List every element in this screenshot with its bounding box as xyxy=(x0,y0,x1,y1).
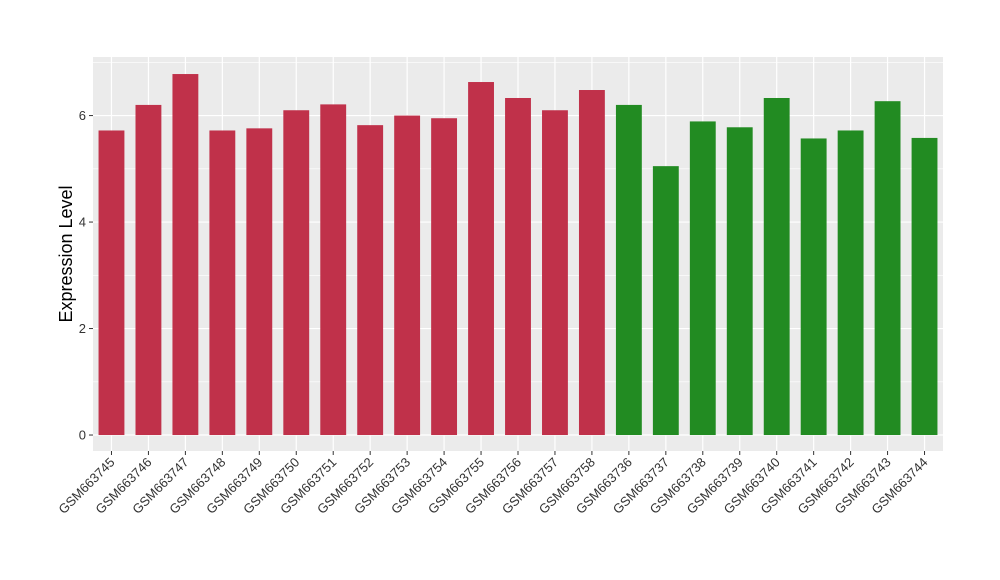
bar xyxy=(726,127,753,436)
bar xyxy=(837,130,864,436)
y-tick-label: 6 xyxy=(79,108,86,123)
bar xyxy=(874,101,901,436)
y-tick-label: 4 xyxy=(79,215,86,230)
bar xyxy=(172,74,199,436)
y-axis: 0 2 4 6 xyxy=(79,108,93,443)
bar xyxy=(505,97,531,436)
bar xyxy=(394,115,421,436)
y-tick-label: 0 xyxy=(79,428,86,443)
bar xyxy=(615,104,642,436)
bar xyxy=(689,121,716,436)
bar xyxy=(357,125,384,436)
bar xyxy=(98,130,125,436)
bar xyxy=(135,104,162,436)
y-axis-title: Expression Level xyxy=(56,185,76,322)
bar xyxy=(578,90,605,436)
bar xyxy=(209,130,236,436)
bar xyxy=(283,110,310,436)
x-axis: GSM663745GSM663746GSM663747GSM663748GSM6… xyxy=(55,451,931,517)
bar xyxy=(763,97,790,436)
bar xyxy=(800,138,827,436)
bar xyxy=(911,137,938,436)
bar xyxy=(652,166,679,436)
bar xyxy=(542,110,568,436)
bar xyxy=(320,104,347,436)
bar xyxy=(431,118,458,436)
bar xyxy=(246,128,273,436)
y-tick-label: 2 xyxy=(79,321,86,336)
bar xyxy=(468,82,494,436)
bars xyxy=(98,74,938,436)
